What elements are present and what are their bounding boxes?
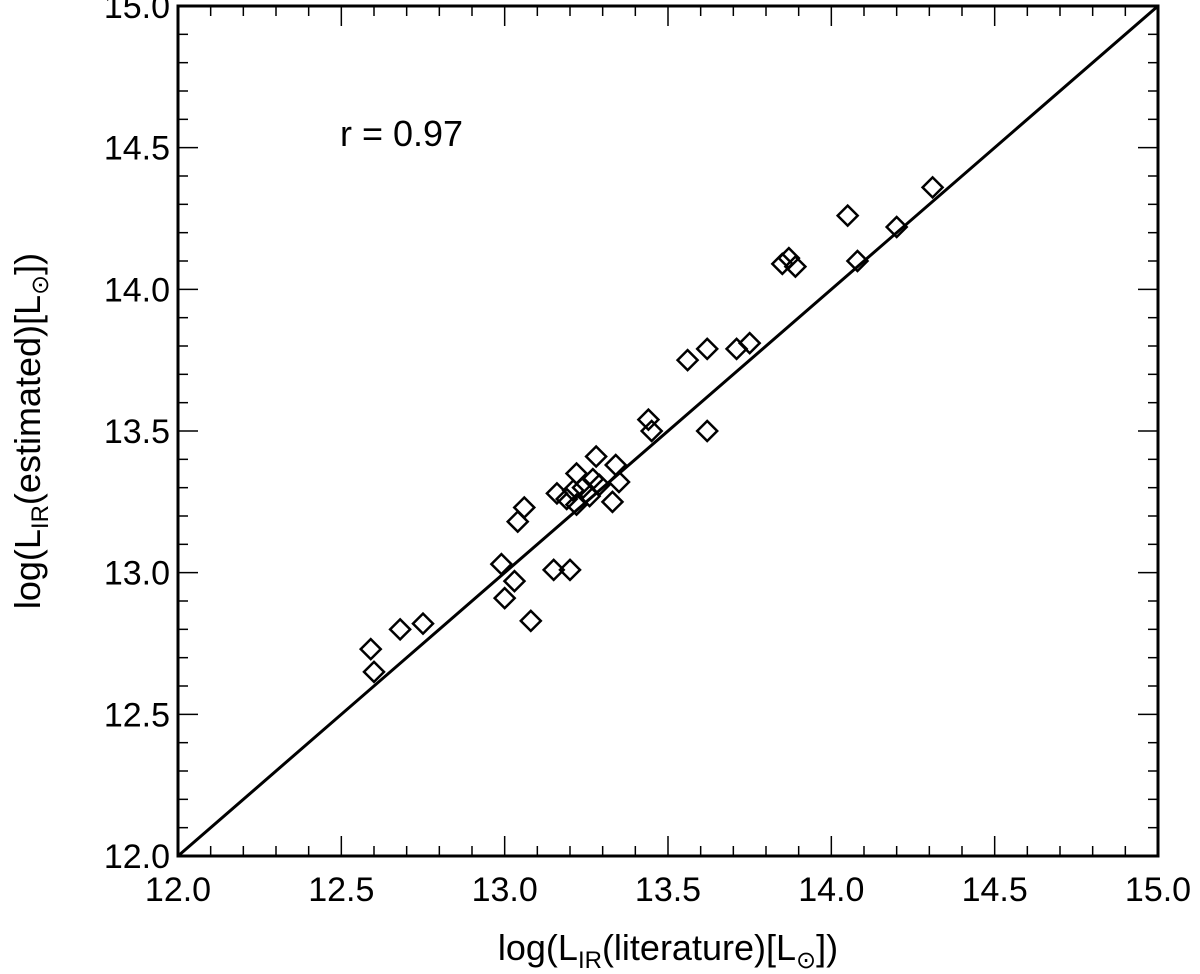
data-point [639, 419, 664, 443]
x-axis-title: log(LIR(literature)[L⊙]) [498, 927, 838, 974]
data-point [489, 552, 514, 576]
data-point [541, 558, 566, 582]
y-tick-label: 15.0 [104, 0, 170, 26]
y-axis-title-mid: (estimated)[L [7, 295, 48, 505]
data-point [512, 495, 537, 520]
y-tick-label: 13.5 [104, 413, 170, 451]
y-tick-labels: 12.0 12.5 13.0 13.5 14.0 14.5 15.0 [104, 0, 170, 876]
data-point [737, 331, 762, 355]
y-axis-title-post: ]) [7, 253, 48, 275]
x-tick-label: 15.0 [1125, 871, 1191, 909]
data-point [884, 215, 909, 239]
data-point [920, 175, 945, 200]
x-axis-sun-symbol: ⊙ [796, 947, 816, 974]
y-axis-title-pre: log(L [7, 529, 48, 609]
data-point [362, 660, 386, 684]
data-point [777, 246, 801, 270]
x-tick-label: 13.0 [472, 871, 538, 909]
x-axis-title-post: ]) [816, 927, 838, 968]
y-tick-label: 12.5 [104, 696, 170, 734]
data-point [695, 337, 719, 361]
y-tick-label: 14.0 [104, 271, 170, 309]
data-point [607, 470, 631, 494]
data-point [492, 586, 517, 610]
x-axis-title-sub: IR [578, 947, 602, 974]
x-tick-label: 14.5 [962, 871, 1028, 909]
x-tick-label: 12.0 [145, 871, 211, 909]
data-point [358, 637, 383, 661]
data-points [358, 175, 945, 684]
data-point [845, 249, 870, 273]
data-point [587, 473, 612, 497]
reference-line [177, 4, 1159, 858]
data-point [770, 252, 795, 276]
data-point [695, 419, 719, 443]
data-point [675, 348, 700, 372]
data-point [835, 203, 860, 228]
data-point [554, 487, 579, 511]
data-point [388, 617, 412, 642]
data-point [783, 254, 808, 279]
x-axis-title-pre: log(L [498, 927, 578, 968]
x-tick-label: 12.5 [308, 871, 374, 909]
y-tick-label: 12.0 [104, 838, 170, 876]
plot-frame [176, 4, 1160, 858]
data-point [600, 490, 625, 514]
x-axis-title-mid: (literature)[L [602, 927, 796, 968]
data-point [584, 444, 608, 469]
y-tick-label: 13.0 [104, 555, 170, 593]
x-tick-label: 13.5 [635, 871, 701, 909]
x-tick-label: 14.0 [798, 871, 864, 909]
y-axis-title-sub: IR [27, 505, 54, 529]
y-axis-sun-symbol: ⊙ [27, 275, 54, 295]
data-point [558, 558, 582, 582]
data-point [502, 569, 527, 593]
data-point [636, 407, 661, 432]
y-axis-title: log(LIR(estimated)[L⊙]) [7, 253, 54, 609]
data-point [519, 609, 543, 633]
data-point [505, 509, 530, 534]
data-point [411, 611, 435, 636]
correlation-annotation: r = 0.97 [340, 113, 463, 154]
x-tick-labels: 12.0 12.5 13.0 13.5 14.0 14.5 15.0 [145, 871, 1191, 909]
y-tick-label: 14.5 [104, 130, 170, 168]
data-point [561, 478, 586, 503]
